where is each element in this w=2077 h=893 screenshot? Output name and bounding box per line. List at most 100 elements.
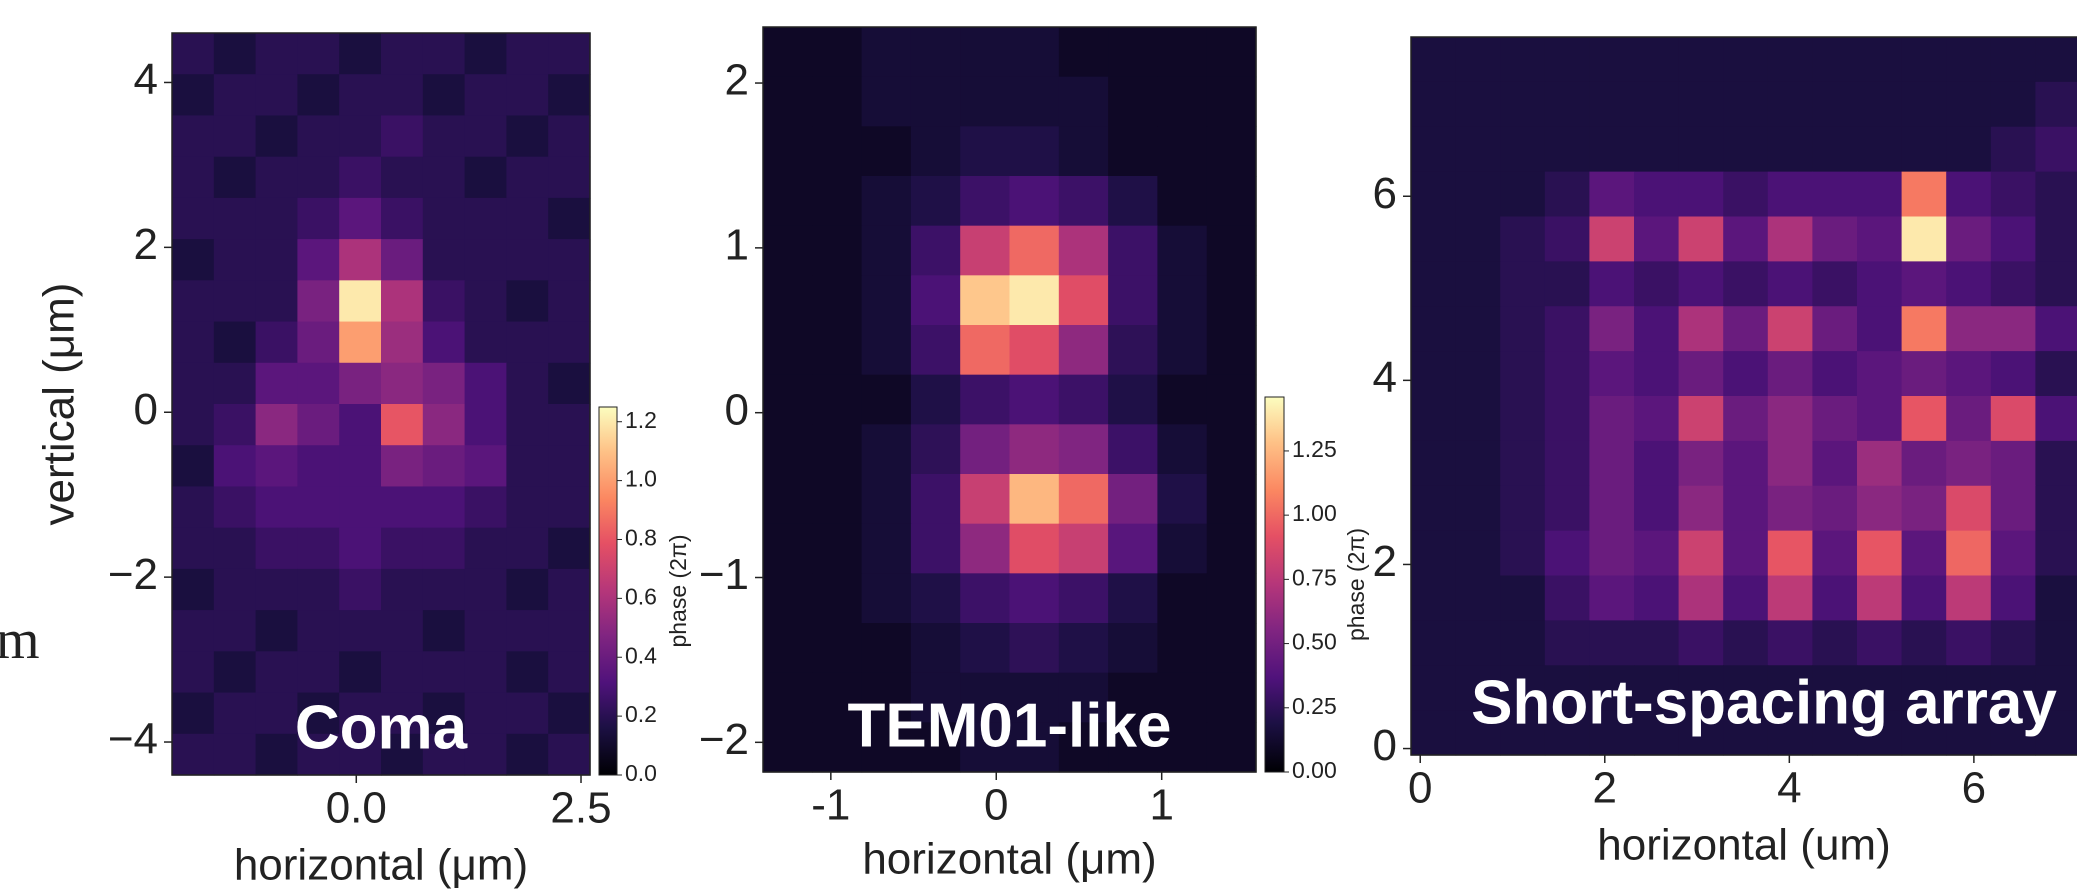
heatmap-cell <box>960 325 1011 376</box>
heatmap-cell <box>1589 665 1635 711</box>
heatmap-cell <box>910 722 961 773</box>
heatmap-cell <box>172 33 215 75</box>
heatmap-cell <box>548 239 591 281</box>
heatmap-cell <box>1634 216 1680 262</box>
heatmap-cell <box>1946 665 1992 711</box>
heatmap-cell <box>1857 81 1903 128</box>
heatmap-cell <box>297 733 340 776</box>
heatmap-cell <box>1544 665 1590 711</box>
heatmap-cell <box>548 362 591 405</box>
heatmap-cell <box>960 76 1011 127</box>
heatmap-cell <box>1009 225 1060 276</box>
heatmap-cell <box>1544 351 1590 397</box>
y-tick-label: −4 <box>108 715 158 764</box>
heatmap-cell <box>255 197 298 240</box>
heatmap-cell <box>1455 710 1501 756</box>
heatmap-cell <box>1108 225 1158 276</box>
heatmap-cell <box>910 523 961 574</box>
x-axis-label: horizontal (μm) <box>234 841 528 890</box>
heatmap-cell <box>910 27 961 78</box>
heatmap-cell <box>213 651 257 694</box>
heatmap-cell <box>2035 440 2077 487</box>
heatmap-cell <box>297 362 340 405</box>
heatmap-cell <box>255 404 298 446</box>
heatmap-cell <box>1058 474 1109 525</box>
heatmap-cell <box>1767 440 1813 487</box>
heatmap-cell <box>1058 325 1109 376</box>
heatmap-cell <box>297 74 340 117</box>
heatmap-cell <box>910 573 961 624</box>
heatmap-cell <box>339 733 382 776</box>
heatmap-cell <box>213 115 257 158</box>
heatmap-cell <box>339 404 382 446</box>
heatmap-cell <box>1901 575 1947 621</box>
heatmap-cell <box>1009 722 1060 773</box>
heatmap-cell <box>255 321 298 364</box>
heatmap-cell <box>861 176 912 227</box>
y-tick-label: 0 <box>1373 721 1397 770</box>
heatmap-cell <box>1455 171 1501 218</box>
heatmap-cell <box>1634 306 1680 352</box>
heatmap-cell <box>339 692 382 735</box>
heatmap-cell <box>506 362 549 405</box>
heatmap-cell <box>1634 620 1680 666</box>
heatmap-cell <box>1544 485 1590 532</box>
heatmap-cell <box>1767 575 1813 621</box>
heatmap-cell <box>172 74 215 117</box>
heatmap-cell <box>172 115 215 158</box>
heatmap-cell <box>2035 37 2077 83</box>
heatmap-cell <box>1990 396 2036 442</box>
heatmap-cell <box>1946 306 1992 352</box>
heatmap-cell <box>2035 351 2077 397</box>
heatmap-cell <box>1108 325 1158 376</box>
x-tick-label: 0 <box>1408 764 1432 813</box>
heatmap-cell <box>422 115 466 158</box>
heatmap-cell <box>1157 225 1208 276</box>
heatmap-cell <box>172 733 215 776</box>
heatmap-cell <box>812 722 863 773</box>
heatmap-cell <box>1678 575 1724 621</box>
heatmap-cell <box>1723 665 1769 711</box>
heatmap-cell <box>960 424 1011 475</box>
heatmap-cell <box>213 404 257 446</box>
heatmap-cell <box>464 486 507 529</box>
heatmap-cell <box>1901 530 1947 577</box>
heatmap-cell <box>1157 325 1208 376</box>
heatmap-cell <box>172 445 215 488</box>
heatmap-cell <box>1767 81 1813 128</box>
colorbar-tick-label: 0.0 <box>625 760 657 786</box>
heatmap-cell <box>255 445 298 488</box>
heatmap-cell <box>548 733 591 776</box>
heatmap-cell <box>172 280 215 323</box>
heatmap-cell <box>763 573 813 624</box>
heatmap-cell <box>1544 37 1590 83</box>
heatmap-cell <box>910 672 961 723</box>
y-axis-label: vertical (μm) <box>35 283 84 526</box>
heatmap-cell <box>381 404 424 446</box>
heatmap-cell <box>1901 81 1947 128</box>
heatmap-cell <box>1411 440 1457 487</box>
y-tick-label: 0 <box>725 385 749 434</box>
heatmap-cell <box>1634 261 1680 307</box>
heatmap-cell <box>213 362 257 405</box>
heatmap-cell <box>213 527 257 570</box>
heatmap-cell <box>381 197 424 240</box>
heatmap-cell <box>339 445 382 488</box>
heatmap-cell <box>1812 620 1858 666</box>
heatmap-cell <box>2035 485 2077 532</box>
heatmap-cell <box>1157 722 1208 773</box>
heatmap-cell <box>548 404 591 446</box>
colorbar-tick-label: 1.00 <box>1292 500 1337 526</box>
heatmap-cell <box>910 474 961 525</box>
heatmap-cell <box>960 474 1011 525</box>
heatmap-cell <box>1206 76 1257 127</box>
heatmap-cell <box>297 486 340 529</box>
heatmap-cell <box>1544 575 1590 621</box>
heatmap-cell <box>339 197 382 240</box>
heatmap-cell <box>1634 485 1680 532</box>
heatmap-cell <box>506 321 549 364</box>
heatmap-cell <box>1009 623 1060 674</box>
heatmap-cell <box>1455 351 1501 397</box>
heatmap-cell <box>812 573 863 624</box>
heatmap-cell <box>1206 573 1257 624</box>
